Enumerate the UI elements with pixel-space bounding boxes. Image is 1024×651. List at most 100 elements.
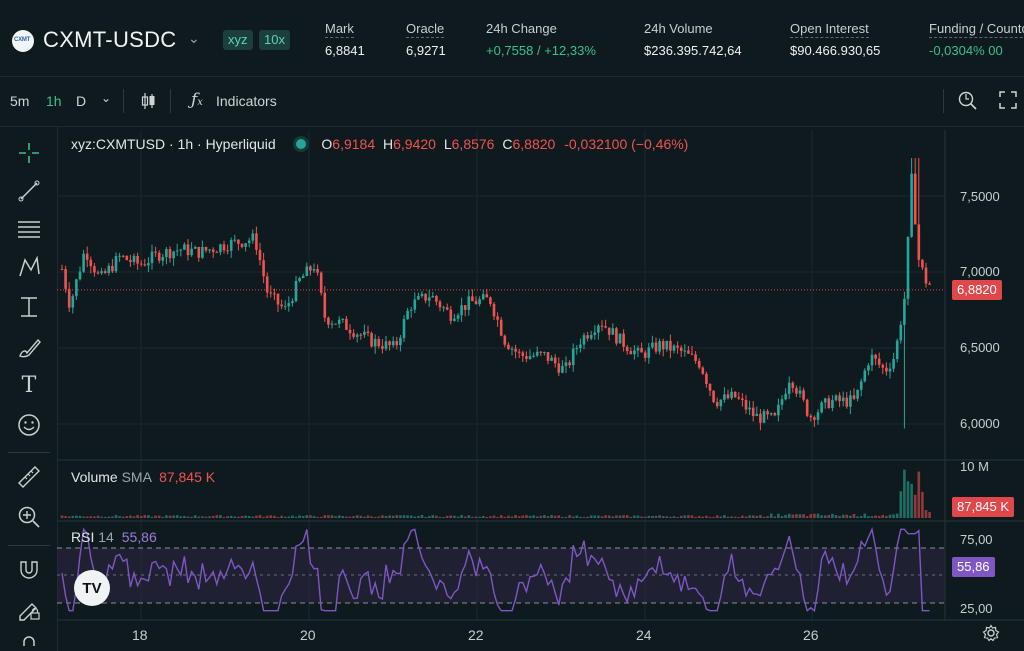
measure-icon[interactable] bbox=[16, 294, 42, 320]
interval-chevron-down-icon[interactable]: ⌄ bbox=[101, 91, 112, 105]
volume-bar bbox=[701, 516, 705, 518]
interval-5m[interactable]: 5m bbox=[10, 93, 30, 109]
candle-body bbox=[582, 335, 586, 345]
pair-selector-label[interactable]: CXMT-USDC bbox=[43, 27, 177, 52]
fib-retracement-icon[interactable] bbox=[16, 216, 42, 242]
candle-body bbox=[291, 301, 294, 304]
volume-bar bbox=[910, 483, 913, 518]
candle-body bbox=[93, 266, 96, 273]
candle-body bbox=[633, 350, 636, 355]
volume-bar bbox=[381, 515, 384, 518]
zoom-in-icon[interactable] bbox=[16, 504, 42, 530]
volume-bar bbox=[262, 516, 265, 518]
candle-body bbox=[510, 348, 514, 350]
quick-search-icon[interactable] bbox=[957, 90, 979, 112]
volume-bar bbox=[489, 516, 492, 518]
cxmt-logo: CXMT bbox=[12, 30, 34, 52]
magnet-icon[interactable] bbox=[16, 556, 42, 582]
volume-bar bbox=[305, 515, 309, 518]
volume-bar bbox=[165, 515, 168, 518]
candle-body bbox=[471, 296, 474, 302]
volume-bar bbox=[849, 515, 852, 518]
volume-bar bbox=[60, 515, 64, 518]
volume-bar bbox=[762, 516, 766, 518]
trend-line-icon[interactable] bbox=[16, 178, 42, 204]
stat-open-interest: Open Interest $90.466.930,65 bbox=[790, 21, 881, 58]
volume-bar bbox=[417, 515, 420, 518]
volume-bar bbox=[64, 516, 67, 518]
volume-bar bbox=[337, 515, 341, 518]
volume-bar bbox=[471, 516, 474, 518]
stat-funding: Funding / Countdown -0,0304% 00 bbox=[929, 20, 1024, 58]
volume-bar bbox=[71, 515, 75, 518]
brush-icon[interactable] bbox=[16, 334, 42, 360]
tradingview-logo[interactable]: TV bbox=[74, 570, 110, 606]
pattern-icon[interactable] bbox=[16, 254, 42, 280]
candle-body bbox=[435, 296, 438, 302]
volume-bar bbox=[175, 515, 179, 518]
candle-body bbox=[424, 293, 427, 301]
rsi-legend: RSI 14 55,86 bbox=[71, 529, 157, 545]
candle-body bbox=[795, 387, 798, 394]
candle-body bbox=[150, 251, 154, 264]
volume-bar bbox=[103, 516, 107, 518]
candle-body bbox=[507, 344, 510, 350]
chevron-down-icon[interactable]: ⌄ bbox=[188, 30, 200, 46]
volume-bar bbox=[384, 516, 388, 518]
volume-bar bbox=[582, 516, 586, 518]
volume-bar bbox=[651, 515, 654, 518]
candle-body bbox=[355, 334, 359, 337]
rsi-line bbox=[61, 526, 930, 612]
time-tick: 22 bbox=[468, 627, 484, 643]
candle-body bbox=[575, 348, 579, 350]
function-icon[interactable]: ƒx bbox=[191, 90, 203, 110]
candle-body bbox=[305, 266, 309, 276]
indicators-button[interactable]: Indicators bbox=[216, 93, 277, 109]
candle-body bbox=[319, 272, 323, 293]
volume-bar bbox=[496, 516, 499, 518]
emoji-icon[interactable] bbox=[16, 412, 42, 438]
volume-bar bbox=[643, 516, 647, 518]
leverage-tag: 10x bbox=[259, 30, 290, 50]
candle-body bbox=[323, 292, 327, 318]
volume-bar bbox=[154, 515, 157, 518]
candle-body bbox=[67, 288, 71, 308]
settings-gear-icon[interactable] bbox=[982, 624, 1000, 642]
candles-icon[interactable] bbox=[140, 91, 156, 111]
volume-bar bbox=[906, 481, 910, 518]
crosshair-icon[interactable] bbox=[16, 140, 42, 166]
text-tool-icon[interactable]: T bbox=[21, 372, 37, 398]
candle-body bbox=[759, 413, 762, 423]
candle-body bbox=[107, 265, 111, 274]
volume-bar bbox=[265, 515, 269, 518]
volume-bar bbox=[301, 516, 305, 518]
candle-body bbox=[557, 363, 561, 373]
ruler-icon[interactable] bbox=[16, 464, 42, 490]
interval-d[interactable]: D bbox=[76, 93, 87, 109]
price-chart[interactable] bbox=[57, 130, 1024, 651]
lock-drawing-icon[interactable] bbox=[16, 596, 42, 622]
candle-body bbox=[589, 334, 593, 339]
candle-body bbox=[197, 246, 201, 258]
volume-bar bbox=[852, 513, 856, 518]
last-price-badge: 6,8820 bbox=[952, 280, 1002, 300]
candle-body bbox=[827, 398, 831, 409]
main-legend: xyz:CXMTUSD · 1h · Hyperliquid O6,9184 H… bbox=[71, 136, 689, 152]
volume-bar bbox=[276, 516, 280, 518]
candle-body bbox=[564, 362, 568, 367]
sidebar-divider bbox=[8, 545, 50, 546]
volume-bar bbox=[751, 515, 755, 518]
candle-body bbox=[147, 263, 150, 266]
fullscreen-icon[interactable] bbox=[998, 90, 1018, 110]
candle-body bbox=[679, 347, 683, 351]
lock-icon[interactable] bbox=[16, 634, 42, 651]
candle-body bbox=[748, 407, 751, 410]
candle-body bbox=[546, 352, 550, 361]
volume-bar bbox=[435, 515, 438, 518]
candle-body bbox=[773, 413, 777, 416]
volume-bar bbox=[697, 516, 701, 518]
candle-body bbox=[499, 319, 503, 336]
interval-1h[interactable]: 1h bbox=[46, 93, 62, 109]
candle-body bbox=[154, 251, 157, 253]
candle-body bbox=[892, 359, 895, 369]
